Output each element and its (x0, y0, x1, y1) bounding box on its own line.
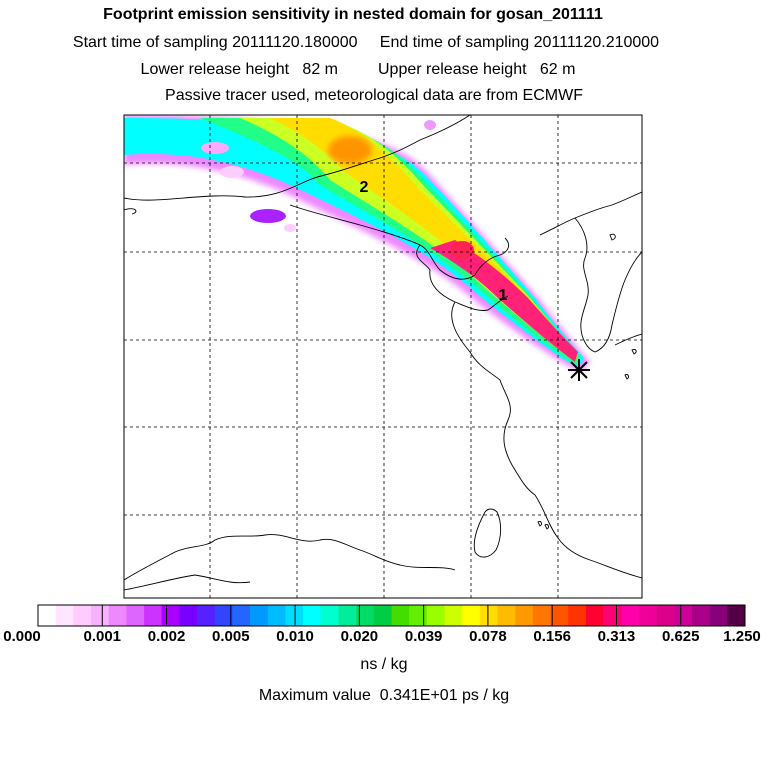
colorbar-swatch (55, 605, 74, 626)
colorbar-swatch (391, 605, 410, 626)
plume (124, 115, 590, 372)
patch (201, 142, 229, 154)
colorbar-swatch (73, 605, 92, 626)
colorbar-tick-label: 1.250 (723, 628, 761, 645)
coastlines (124, 115, 642, 591)
colorbar (37, 605, 746, 626)
map-frame (123, 114, 643, 599)
colorbar-swatch (709, 605, 728, 626)
colorbar-swatch (409, 605, 428, 626)
border-line (124, 208, 137, 215)
coast-korea (574, 217, 642, 353)
marker-2: 2 (360, 179, 369, 196)
colorbar-swatch (727, 605, 746, 626)
plot-title: Footprint emission sensitivity in nested… (103, 6, 603, 23)
patch (424, 120, 436, 130)
colorbar-swatch (621, 605, 640, 626)
colorbar-swatch (444, 605, 463, 626)
colorbar-tick-label: 0.039 (404, 628, 443, 645)
coast-japan (614, 333, 642, 346)
border-south (124, 534, 456, 581)
colorbar-swatch (568, 605, 587, 626)
colorbar-swatch (691, 605, 710, 626)
colorbar-swatch (585, 605, 604, 626)
colorbar-swatch (108, 605, 127, 626)
border-south-2 (124, 574, 251, 591)
colorbar-swatch (603, 605, 622, 626)
coast-east-china (451, 301, 536, 496)
coast-bohai (289, 204, 510, 280)
plume-core (430, 240, 578, 362)
patch (250, 209, 286, 223)
colorbar-swatch (285, 605, 304, 626)
hotspot-red (450, 241, 474, 259)
colorbar-swatch (197, 605, 216, 626)
colorbar-unit: ns / kg (360, 656, 408, 673)
colorbar-tick-label: 0.020 (340, 628, 379, 645)
colorbar-swatch (497, 605, 516, 626)
colorbar-swatch (250, 605, 269, 626)
colorbar-tick-label: 0.625 (661, 628, 700, 645)
colorbar-tick-label: 0.002 (147, 628, 186, 645)
taiwan (473, 508, 502, 558)
colorbar-swatch (479, 605, 498, 626)
colorbar-swatch (338, 605, 357, 626)
colorbar-swatch (462, 605, 481, 626)
colorbar-swatch (303, 605, 322, 626)
patch (284, 224, 296, 232)
colorbar-frame (37, 604, 746, 627)
island (624, 374, 629, 380)
release-heights: Lower release height 82 m Upper release … (140, 61, 576, 78)
island (631, 349, 637, 355)
marker-1: 1 (499, 287, 508, 304)
border-line (124, 115, 471, 201)
colorbar-swatch (38, 605, 56, 626)
island (544, 524, 549, 530)
colorbar-swatch (532, 605, 551, 626)
colorbar-tick-label: 0.156 (533, 628, 571, 645)
colorbar-swatch (515, 605, 534, 626)
colorbar-tick-label: 0.005 (212, 628, 250, 645)
coast-southeast (534, 494, 642, 579)
hotspot-orange (328, 136, 372, 164)
colorbar-swatch (656, 605, 675, 626)
grid (124, 115, 642, 598)
colorbar-tick-label: 0.000 (3, 628, 41, 645)
colorbar-tick-label: 0.313 (597, 628, 636, 645)
maximum-value: Maximum value 0.341E+01 ps / kg (258, 687, 510, 704)
colorbar-tick-label: 0.001 (83, 628, 122, 645)
sampling-times: Start time of sampling 20111120.180000 E… (72, 34, 660, 51)
colorbar-tick-label: 0.078 (469, 628, 507, 645)
colorbar-swatch (550, 605, 569, 626)
colorbar-swatch (214, 605, 233, 626)
colorbar-swatch (161, 605, 180, 626)
colorbar-swatch (179, 605, 198, 626)
colorbar-swatch (638, 605, 657, 626)
colorbar-swatch (126, 605, 145, 626)
colorbar-swatch (674, 605, 693, 626)
colorbar-swatch (232, 605, 251, 626)
island (609, 233, 616, 241)
colorbar-swatch (320, 605, 339, 626)
colorbar-swatch (356, 605, 375, 626)
colorbar-swatch (373, 605, 392, 626)
colorbar-swatch (91, 605, 109, 626)
colorbar-swatch (144, 605, 163, 626)
patch (220, 166, 244, 178)
colorbar-tick-label: 0.010 (276, 628, 314, 645)
tracer-note: Passive tracer used, meteorological data… (165, 87, 583, 104)
receptor-star-icon (568, 359, 590, 381)
colorbar-swatch (267, 605, 286, 626)
colorbar-swatch (426, 605, 445, 626)
island (537, 521, 542, 527)
coast-korea-north (539, 191, 642, 236)
